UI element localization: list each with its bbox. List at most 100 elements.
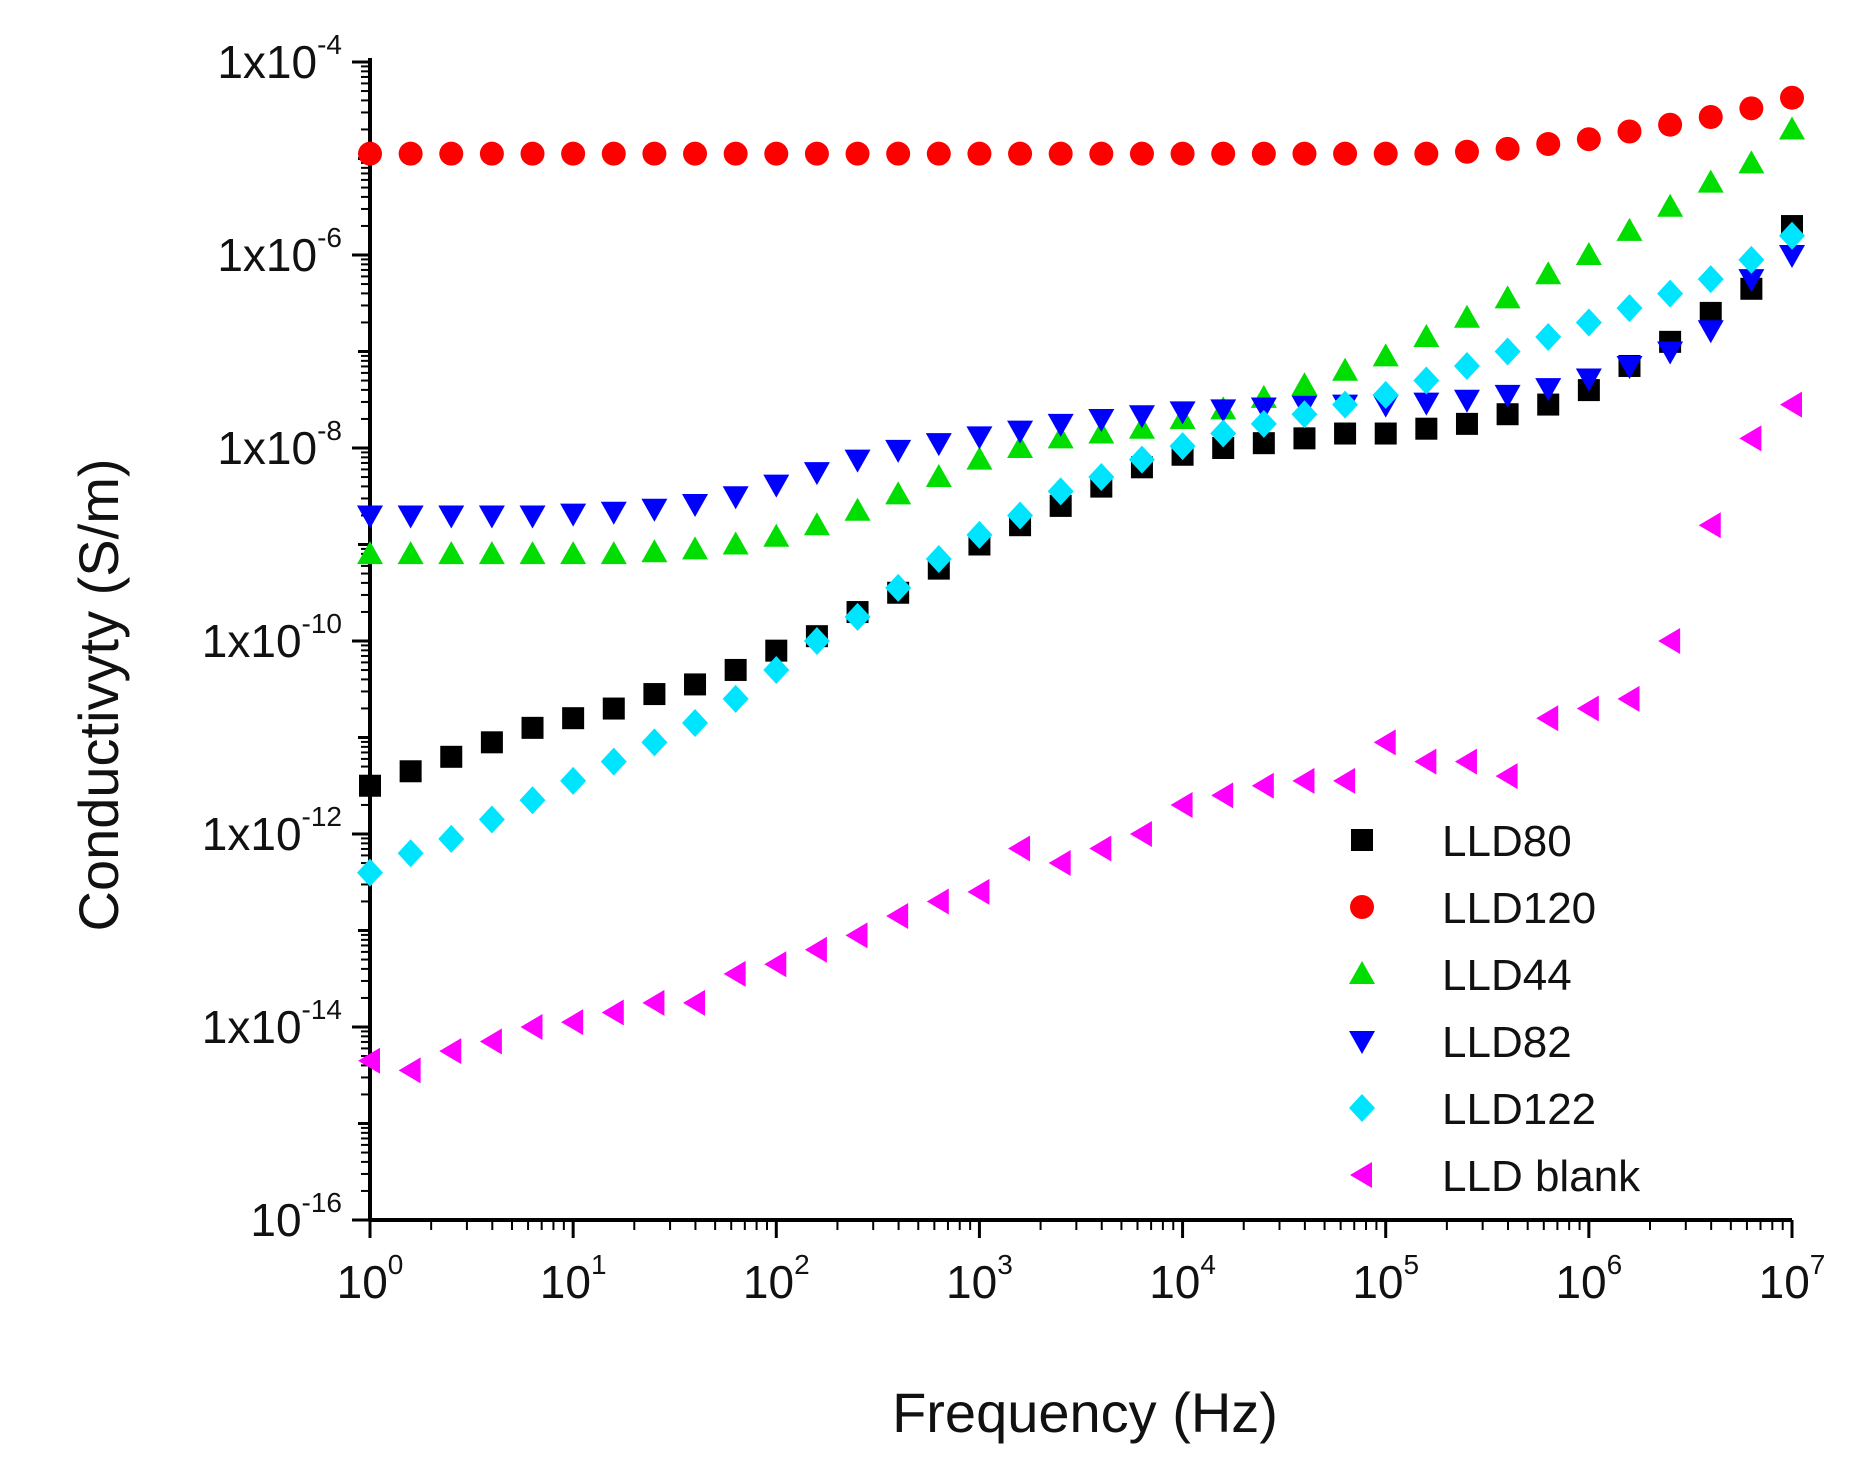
- y-tick-label: 1x10-4: [217, 29, 342, 88]
- data-point: [1779, 116, 1805, 140]
- data-point: [764, 141, 789, 166]
- data-point: [885, 439, 912, 463]
- data-point: [1048, 141, 1073, 166]
- data-point: [1697, 265, 1724, 294]
- x-tick-base: 10: [1555, 1256, 1606, 1308]
- data-point: [478, 505, 505, 529]
- data-point: [357, 858, 383, 887]
- data-point: [1373, 729, 1396, 756]
- data-point: [1333, 141, 1358, 166]
- data-point: [926, 888, 949, 915]
- data-point: [886, 141, 911, 166]
- data-point: [1738, 150, 1765, 174]
- data-point: [1128, 445, 1155, 474]
- data-point: [763, 655, 790, 684]
- data-point: [521, 716, 544, 739]
- data-point: [1372, 380, 1399, 409]
- data-point: [1291, 400, 1318, 429]
- legend-label: LLD120: [1442, 884, 1596, 933]
- y-tick-exp: -8: [317, 415, 342, 446]
- data-point: [1658, 628, 1681, 654]
- data-point: [1739, 425, 1762, 452]
- data-point: [1494, 337, 1521, 366]
- y-tick-exp: -6: [317, 222, 342, 253]
- data-point: [684, 673, 707, 696]
- data-point: [1373, 141, 1398, 166]
- data-point: [1129, 821, 1152, 847]
- data-point: [1454, 139, 1479, 164]
- data-point: [601, 141, 626, 166]
- data-point: [397, 541, 424, 565]
- x-tick-exp: 7: [1810, 1249, 1826, 1280]
- data-point: [1413, 392, 1440, 416]
- data-point: [803, 462, 830, 486]
- axes: [368, 58, 1792, 1222]
- data-point: [1576, 127, 1601, 152]
- legend-marker: [1350, 895, 1374, 919]
- data-point: [1293, 427, 1316, 450]
- x-tick-label: 106: [1555, 1249, 1622, 1308]
- data-point: [1292, 141, 1317, 166]
- data-point: [1575, 308, 1602, 337]
- legend-label: LLD44: [1442, 951, 1572, 1000]
- x-axis-ticks: 100 101 102 103 104 105 106 107: [337, 1220, 1826, 1308]
- data-point: [804, 141, 829, 166]
- data-point: [1657, 193, 1684, 217]
- series-lld120: [358, 85, 1804, 166]
- y-axis-title: Conductivyty (S/m): [67, 459, 130, 932]
- data-point: [359, 774, 381, 797]
- data-point: [1049, 494, 1072, 517]
- data-point: [1007, 435, 1034, 458]
- data-point: [844, 449, 871, 473]
- data-point: [1494, 285, 1521, 309]
- data-point: [1657, 341, 1684, 365]
- x-tick-base: 10: [540, 1256, 591, 1308]
- data-point: [480, 731, 503, 754]
- data-point: [1210, 419, 1237, 448]
- data-point: [1495, 136, 1520, 161]
- data-point: [641, 728, 668, 757]
- y-tick-label: 1x10-6: [217, 222, 342, 281]
- series-lld44: [357, 116, 1805, 565]
- x-tick-label: 107: [1759, 1249, 1826, 1308]
- data-point: [1658, 112, 1683, 137]
- data-point: [1332, 357, 1359, 381]
- data-point: [1536, 132, 1561, 157]
- data-point: [439, 1038, 462, 1065]
- data-point: [438, 505, 465, 529]
- data-point: [1535, 378, 1562, 402]
- data-point: [398, 1057, 421, 1084]
- data-point: [642, 141, 667, 166]
- data-point: [804, 936, 827, 963]
- data-point: [1697, 320, 1724, 344]
- data-point: [925, 463, 952, 487]
- data-point: [1616, 217, 1643, 241]
- x-tick-base: 10: [743, 1256, 794, 1308]
- data-point: [1333, 767, 1356, 794]
- data-point: [724, 658, 747, 681]
- data-point: [560, 541, 587, 565]
- data-point: [1454, 748, 1477, 775]
- data-point: [1413, 366, 1440, 395]
- data-point: [765, 639, 788, 662]
- x-tick-label: 100: [337, 1249, 404, 1308]
- data-point: [1616, 294, 1643, 323]
- data-point: [1616, 355, 1643, 379]
- series-lld82: [357, 245, 1805, 529]
- data-point: [1210, 399, 1237, 423]
- data-point: [723, 141, 748, 166]
- data-point: [845, 141, 870, 166]
- data-point: [397, 505, 424, 529]
- data-point: [399, 760, 422, 783]
- y-tick-label: 1x10-12: [202, 801, 342, 860]
- data-point: [967, 878, 990, 905]
- data-point: [1334, 422, 1357, 445]
- x-tick-base: 10: [1352, 1256, 1403, 1308]
- y-tick-base: 1x10: [202, 1001, 302, 1053]
- data-point: [600, 747, 627, 776]
- data-point: [1088, 409, 1115, 433]
- data-point: [763, 474, 790, 498]
- x-tick-exp: 3: [997, 1249, 1013, 1280]
- data-point: [722, 486, 749, 510]
